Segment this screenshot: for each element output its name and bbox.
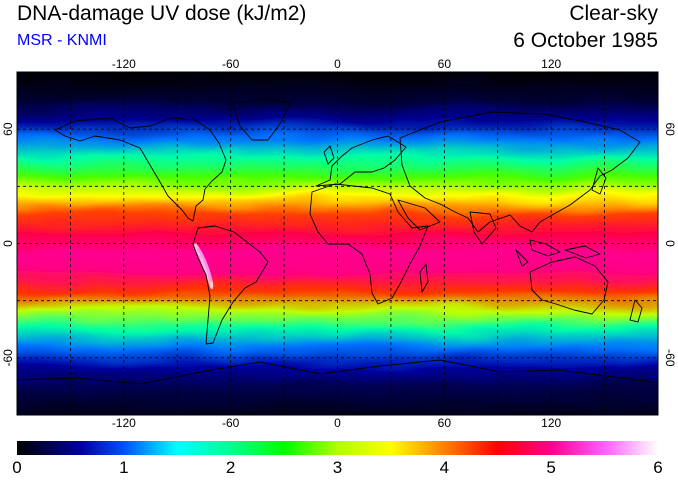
new-guinea-coast <box>564 245 601 259</box>
lon-tick-label-bottom: 120 <box>541 416 561 430</box>
greenland-coast <box>232 98 291 141</box>
madagascar-coast <box>419 263 429 293</box>
sky-condition: Clear-sky <box>569 2 658 25</box>
lon-tick-label-top: -120 <box>112 57 136 71</box>
lon-tick-label-bottom: -120 <box>112 416 136 430</box>
lon-tick-label-bottom: -60 <box>222 416 240 430</box>
colorbar <box>17 441 658 455</box>
lat-tick-label-left: 60 <box>1 122 15 136</box>
coastlines <box>17 98 658 385</box>
tick-labels: -120 -120 -60 -60 0 0 60 60 120 120 60 60 0 0 -60 -60 <box>1 57 677 430</box>
colorbar-tick-label: 4 <box>439 458 450 477</box>
new-zealand-coast <box>629 299 643 323</box>
map-title: DNA-damage UV dose (kJ/m2) <box>17 2 307 25</box>
lat-tick-label-left: -60 <box>1 349 15 367</box>
andes-edge <box>196 247 213 283</box>
lat-tick-label-left: 0 <box>1 240 15 247</box>
asia-coast <box>399 111 641 233</box>
lon-tick-label-top: -60 <box>222 57 240 71</box>
australia-coast <box>529 256 609 315</box>
sumatra-coast <box>515 249 529 267</box>
arabia-coast <box>397 199 441 231</box>
colorbar-tick-label: 3 <box>332 458 343 477</box>
lon-tick-label-top: 0 <box>334 57 341 71</box>
borneo-coast <box>529 239 561 257</box>
andes-peak <box>193 243 214 290</box>
south-america-coast <box>192 225 269 345</box>
colorbar-tick-label: 6 <box>653 458 663 477</box>
lon-tick-label-top: 120 <box>541 57 561 71</box>
source-label: MSR - KNMI <box>17 32 107 49</box>
map-date: 6 October 1985 <box>513 29 658 52</box>
europe-coast <box>315 135 407 187</box>
colorbar-tick-label: 5 <box>546 458 556 477</box>
graticule <box>17 72 658 415</box>
lat-tick-label-right: 0 <box>663 240 677 247</box>
antarctica-coast <box>17 359 658 385</box>
lon-tick-label-top: 60 <box>438 57 452 71</box>
india-coast <box>469 211 497 245</box>
lat-tick-label-right: -60 <box>663 349 677 367</box>
north-america-coast <box>54 117 227 222</box>
lat-tick-label-right: 60 <box>663 122 677 136</box>
lon-tick-label-bottom: 0 <box>334 416 341 430</box>
japan-coast <box>591 167 607 195</box>
colorbar-tick-label: 2 <box>225 458 236 477</box>
british-isles-coast <box>323 145 335 165</box>
map-frame <box>16 71 659 416</box>
colorbar-tick-label: 0 <box>12 458 22 477</box>
colorbar-tick-label: 1 <box>119 458 129 477</box>
lon-tick-label-bottom: 60 <box>438 416 452 430</box>
africa-coast <box>309 183 429 305</box>
